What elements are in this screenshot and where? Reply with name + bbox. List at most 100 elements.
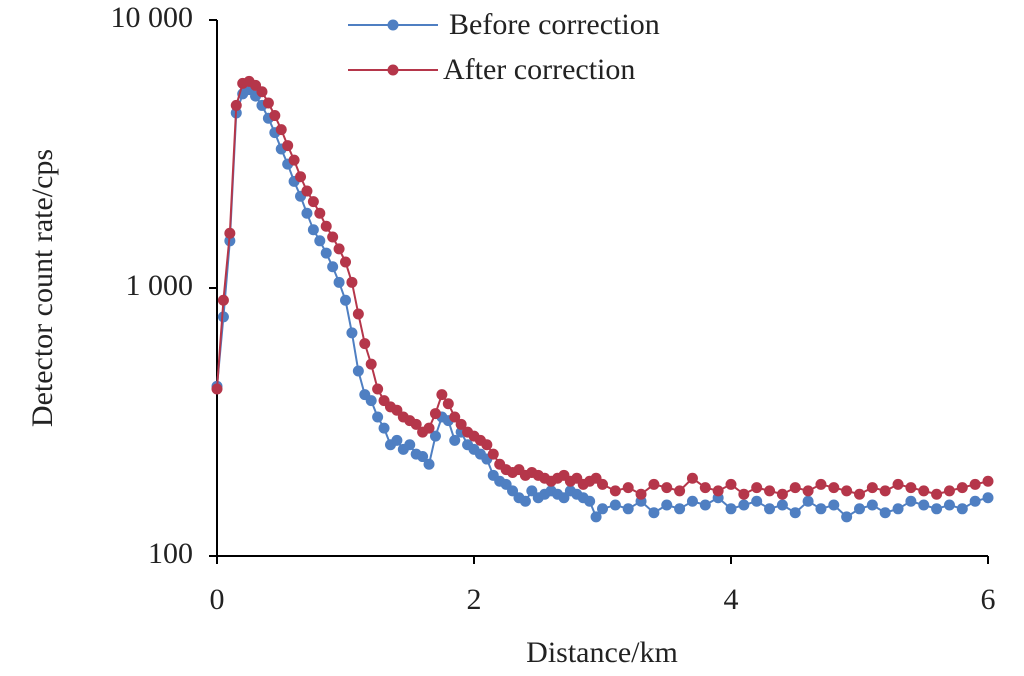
data-point: [751, 495, 763, 507]
data-point: [905, 495, 917, 507]
data-point: [442, 398, 454, 410]
data-point: [417, 451, 429, 463]
data-point: [712, 485, 724, 497]
data-point: [699, 482, 711, 494]
data-point: [751, 482, 763, 494]
data-point: [956, 482, 968, 494]
data-point: [686, 495, 698, 507]
data-point: [262, 97, 274, 109]
data-point: [295, 171, 307, 183]
data-point: [789, 482, 801, 494]
series-line: [216, 80, 989, 496]
data-point: [892, 478, 904, 490]
data-point: [879, 507, 891, 519]
data-point: [507, 485, 519, 497]
data-point: [391, 434, 403, 446]
data-point: [918, 499, 930, 511]
data-point: [333, 276, 345, 288]
y-tick-label: 10 000: [111, 1, 194, 34]
data-point: [301, 185, 313, 197]
x-tick-label: 4: [724, 583, 739, 616]
data-point: [365, 358, 377, 370]
data-point: [931, 488, 943, 500]
data-point: [841, 485, 853, 497]
data-point: [789, 507, 801, 519]
data-point: [487, 448, 499, 460]
data-point: [455, 418, 467, 430]
data-point: [211, 383, 223, 395]
data-point: [892, 503, 904, 515]
legend-marker: [387, 19, 399, 31]
data-point: [352, 365, 364, 377]
data-point: [333, 243, 345, 255]
data-point: [365, 395, 377, 407]
data-point: [879, 485, 891, 497]
x-tick-label: 2: [467, 583, 482, 616]
data-point: [391, 404, 403, 416]
data-point: [372, 411, 384, 423]
data-point: [764, 485, 776, 497]
data-point: [905, 482, 917, 494]
series-line: [216, 88, 989, 519]
data-point: [410, 418, 422, 430]
data-point: [558, 492, 570, 504]
data-point: [340, 256, 351, 268]
data-point: [776, 488, 788, 500]
data-point: [519, 495, 531, 507]
data-point: [590, 511, 602, 523]
data-point: [686, 472, 698, 484]
data-point: [327, 261, 339, 273]
data-point: [301, 207, 313, 219]
data-point: [217, 311, 229, 323]
data-point: [854, 503, 865, 515]
data-point: [526, 485, 538, 497]
data-point: [256, 86, 268, 98]
data-point: [423, 458, 435, 470]
data-point: [699, 499, 711, 511]
data-point: [307, 224, 319, 236]
x-tick-label: 6: [981, 583, 996, 616]
data-point: [635, 488, 647, 500]
data-point: [340, 294, 351, 306]
data-point: [982, 475, 994, 487]
data-point: [359, 338, 371, 350]
data-point: [449, 411, 461, 423]
data-point: [609, 485, 621, 497]
x-axis-title: Distance/km: [526, 636, 678, 669]
data-point: [764, 503, 776, 515]
data-point: [969, 495, 981, 507]
data-point: [481, 439, 493, 451]
data-point: [725, 503, 737, 515]
data-point: [648, 478, 660, 490]
data-point: [346, 276, 358, 288]
data-point: [841, 511, 853, 523]
data-point: [866, 482, 878, 494]
data-point: [725, 478, 737, 490]
data-point: [307, 196, 319, 208]
data-point: [738, 499, 750, 511]
data-point: [931, 503, 943, 515]
data-point: [320, 220, 332, 232]
data-point: [828, 482, 840, 494]
data-point: [597, 478, 608, 490]
legend-label: After correction: [443, 53, 635, 86]
data-point: [609, 499, 621, 511]
data-point: [217, 294, 229, 306]
data-point: [815, 503, 827, 515]
data-point: [956, 503, 968, 515]
data-point: [982, 492, 994, 504]
data-point: [378, 422, 390, 434]
data-point: [449, 434, 461, 446]
data-point: [327, 231, 339, 243]
data-point: [828, 499, 840, 511]
data-point: [943, 499, 955, 511]
data-point: [429, 408, 441, 420]
data-point: [802, 485, 814, 497]
data-point: [776, 499, 788, 511]
data-point: [815, 478, 827, 490]
legend-marker: [387, 64, 399, 76]
data-point: [346, 327, 358, 339]
x-tick-label: 0: [210, 583, 225, 616]
data-point: [230, 99, 242, 111]
data-point: [282, 140, 294, 152]
